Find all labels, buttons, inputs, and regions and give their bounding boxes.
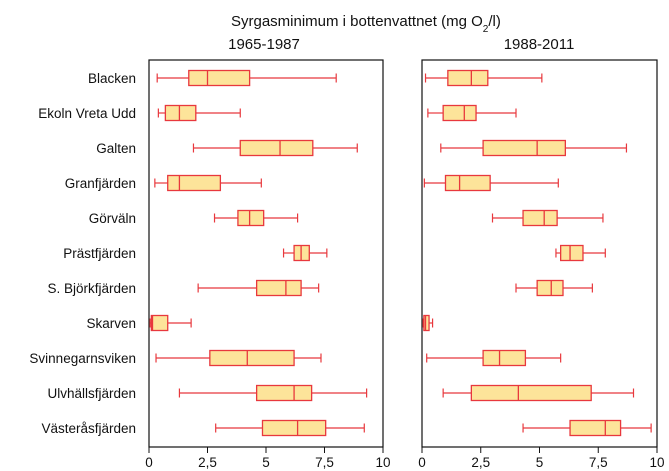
box: [261, 419, 327, 437]
x-tick-label: 2,5: [471, 455, 490, 470]
x-tick-label: 0: [145, 455, 153, 470]
box: [560, 244, 584, 262]
box: [444, 174, 491, 192]
box: [237, 209, 265, 227]
box: [255, 279, 302, 297]
box: [536, 279, 564, 297]
panel-label-left: 1965-1987: [228, 36, 300, 53]
category-label: Blacken: [88, 71, 136, 86]
x-tick-label: 10: [375, 455, 390, 470]
box: [569, 419, 622, 437]
box: [164, 104, 197, 122]
x-tick-label: 0: [418, 455, 426, 470]
x-tick-label: 10: [649, 455, 664, 470]
box: [255, 384, 313, 402]
box: [482, 139, 567, 157]
box: [209, 349, 295, 367]
x-tick-label: 7,5: [315, 455, 334, 470]
box: [167, 174, 222, 192]
category-label: Görväln: [89, 211, 136, 226]
box: [442, 104, 477, 122]
category-label: Svinnegarnsviken: [29, 351, 136, 366]
category-label: Västeråsfjärden: [41, 421, 136, 436]
box: [470, 384, 592, 402]
category-label: Prästfjärden: [63, 246, 136, 261]
category-label: Galten: [96, 141, 136, 156]
chart-title: Syrgasminimum i bottenvattnet (mg O2/l): [231, 13, 501, 35]
panel-label-right: 1988-2011: [504, 36, 575, 53]
box: [239, 139, 314, 157]
x-tick-label: 5: [262, 455, 270, 470]
box: [447, 69, 489, 87]
box: [522, 209, 558, 227]
category-label: Ulvhällsfjärden: [47, 386, 136, 401]
box: [423, 314, 430, 332]
box: [482, 349, 527, 367]
category-label: Skarven: [86, 316, 136, 331]
x-tick-label: 5: [536, 455, 544, 470]
category-label: S. Björkfjärden: [47, 281, 136, 296]
x-tick-label: 2,5: [198, 455, 217, 470]
category-label: Ekoln Vreta Udd: [38, 106, 136, 121]
category-label: Granfjärden: [65, 176, 136, 191]
box: [188, 69, 251, 87]
box: [150, 314, 169, 332]
x-tick-label: 7,5: [589, 455, 608, 470]
